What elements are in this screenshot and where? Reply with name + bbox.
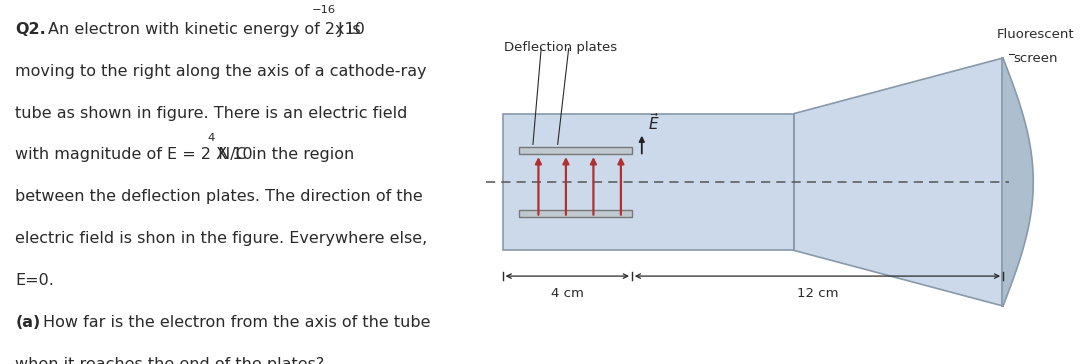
Text: 12 cm: 12 cm — [797, 287, 838, 300]
Polygon shape — [794, 58, 1003, 306]
Text: 4: 4 — [207, 133, 214, 143]
Text: Q2.: Q2. — [15, 22, 46, 37]
Bar — [502, 114, 794, 250]
Text: (a): (a) — [15, 315, 40, 330]
Text: electric field is shon in the figure. Everywhere else,: electric field is shon in the figure. Ev… — [15, 231, 428, 246]
Text: J is: J is — [334, 22, 361, 37]
Bar — [519, 146, 632, 154]
Text: Deflection plates: Deflection plates — [504, 41, 617, 54]
Text: between the deflection plates. The direction of the: between the deflection plates. The direc… — [15, 189, 423, 204]
Text: E=0.: E=0. — [15, 273, 54, 288]
Text: tube as shown in figure. There is an electric field: tube as shown in figure. There is an ele… — [15, 106, 407, 120]
Text: How far is the electron from the axis of the tube: How far is the electron from the axis of… — [43, 315, 431, 330]
Polygon shape — [1002, 58, 1034, 306]
Text: with magnitude of E = 2 X 10: with magnitude of E = 2 X 10 — [15, 147, 253, 162]
Text: −16: −16 — [312, 5, 336, 15]
Text: An electron with kinetic energy of 2x10: An electron with kinetic energy of 2x10 — [49, 22, 365, 37]
Text: $\vec{E}$: $\vec{E}$ — [648, 112, 660, 133]
Text: screen: screen — [1014, 52, 1058, 64]
Text: 4 cm: 4 cm — [551, 287, 583, 300]
Text: moving to the right along the axis of a cathode-ray: moving to the right along the axis of a … — [15, 64, 427, 79]
Text: when it reaches the end of the plates?: when it reaches the end of the plates? — [15, 357, 324, 364]
Text: Fluorescent: Fluorescent — [997, 28, 1075, 41]
Text: N/C in the region: N/C in the region — [213, 147, 354, 162]
Bar — [519, 210, 632, 218]
